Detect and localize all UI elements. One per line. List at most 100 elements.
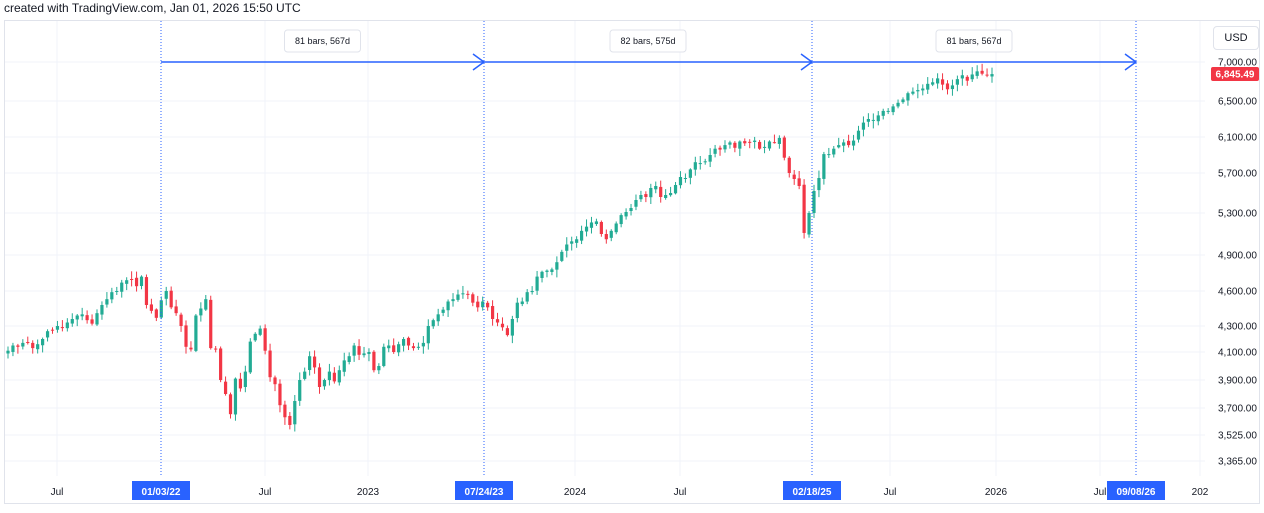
candle-body — [263, 328, 267, 351]
candle — [886, 108, 890, 115]
candle-body — [50, 329, 55, 331]
candle-body — [120, 282, 124, 292]
candle-body — [891, 106, 895, 113]
candle — [233, 377, 238, 421]
candle — [911, 87, 915, 96]
candle-body — [352, 345, 356, 356]
candle — [916, 83, 920, 99]
currency-button[interactable]: USD — [1213, 26, 1259, 50]
candle-body — [248, 341, 252, 373]
candle-body — [718, 147, 722, 150]
candle-body — [486, 302, 490, 308]
candle-body — [134, 277, 139, 287]
candle-body — [194, 315, 198, 351]
candle — [308, 351, 312, 376]
candle-body — [125, 280, 129, 284]
candle-body — [238, 378, 243, 389]
candle — [901, 97, 905, 104]
candle-body — [397, 344, 401, 353]
candle-body — [822, 154, 826, 179]
candle-body — [936, 78, 940, 84]
candle-body — [565, 244, 569, 251]
candle — [896, 99, 900, 109]
candle-body — [817, 178, 821, 191]
candle — [693, 156, 697, 176]
candle — [130, 271, 134, 287]
candle — [268, 343, 272, 382]
candle-body — [411, 346, 416, 349]
candle — [827, 147, 831, 158]
candle-body — [980, 70, 984, 74]
candle — [723, 140, 727, 153]
candle-body — [139, 276, 144, 287]
candle — [926, 77, 930, 94]
candle-body — [624, 212, 628, 217]
candle-body — [431, 320, 435, 327]
candle — [668, 186, 673, 197]
candle — [194, 313, 198, 353]
candle-body — [278, 383, 282, 406]
candle-body — [159, 300, 163, 318]
candle-body — [505, 328, 510, 336]
candle-body — [960, 75, 964, 79]
date-marker-text: 01/03/22 — [142, 487, 181, 498]
candle-body — [728, 142, 732, 145]
measure-arrow: 82 bars, 575d — [484, 29, 814, 71]
candle — [298, 372, 302, 406]
candle-body — [678, 177, 683, 186]
candle — [416, 342, 421, 350]
candle — [283, 400, 287, 425]
candle — [748, 139, 752, 149]
time-tick-label: 2024 — [564, 487, 587, 498]
candle-body — [288, 415, 292, 425]
candle — [490, 300, 495, 326]
price-tick-label: 6,500.00 — [1218, 97, 1257, 108]
candle-body — [392, 345, 396, 352]
candle — [634, 194, 638, 211]
candle — [401, 337, 406, 352]
candle — [817, 170, 821, 198]
candle-body — [21, 342, 25, 347]
candle — [322, 378, 327, 390]
candle-body — [115, 291, 119, 292]
candle — [352, 342, 356, 362]
candle — [486, 300, 490, 311]
last-price-box — [1211, 67, 1259, 82]
candle — [871, 113, 875, 129]
candle-body — [144, 277, 149, 305]
candle — [431, 318, 435, 329]
candle — [466, 290, 470, 300]
candle — [545, 269, 549, 278]
candle-body — [436, 314, 440, 322]
candle — [757, 139, 762, 150]
candle-body — [847, 140, 851, 146]
candle-body — [856, 130, 861, 140]
candle-body — [965, 76, 969, 81]
candle-body — [668, 193, 673, 196]
measure-arrowhead — [1124, 53, 1138, 71]
time-tick-label: Jul — [51, 487, 64, 498]
candle — [936, 73, 940, 89]
date-marker-label: 09/08/26 — [1107, 481, 1165, 500]
candle — [802, 179, 806, 239]
candle-body — [733, 142, 737, 148]
candle-body — [634, 200, 638, 207]
candle-body — [90, 319, 94, 324]
candle — [609, 229, 613, 242]
candle-body — [713, 148, 717, 154]
candle-body — [228, 394, 233, 415]
time-axis: Jul Jul 2023 2024 Jul Jul 2026 Jul 202 — [51, 487, 1209, 498]
candle — [110, 287, 114, 304]
candle — [481, 296, 485, 311]
candle-body — [95, 313, 99, 325]
price-tick-label: 5,700.00 — [1218, 169, 1257, 180]
candle-body — [11, 345, 15, 352]
candle — [377, 363, 381, 375]
candle — [436, 308, 440, 326]
candle — [797, 171, 801, 190]
candle — [990, 67, 994, 83]
candle — [945, 80, 950, 95]
candle — [278, 379, 282, 413]
candle-body — [901, 99, 905, 103]
